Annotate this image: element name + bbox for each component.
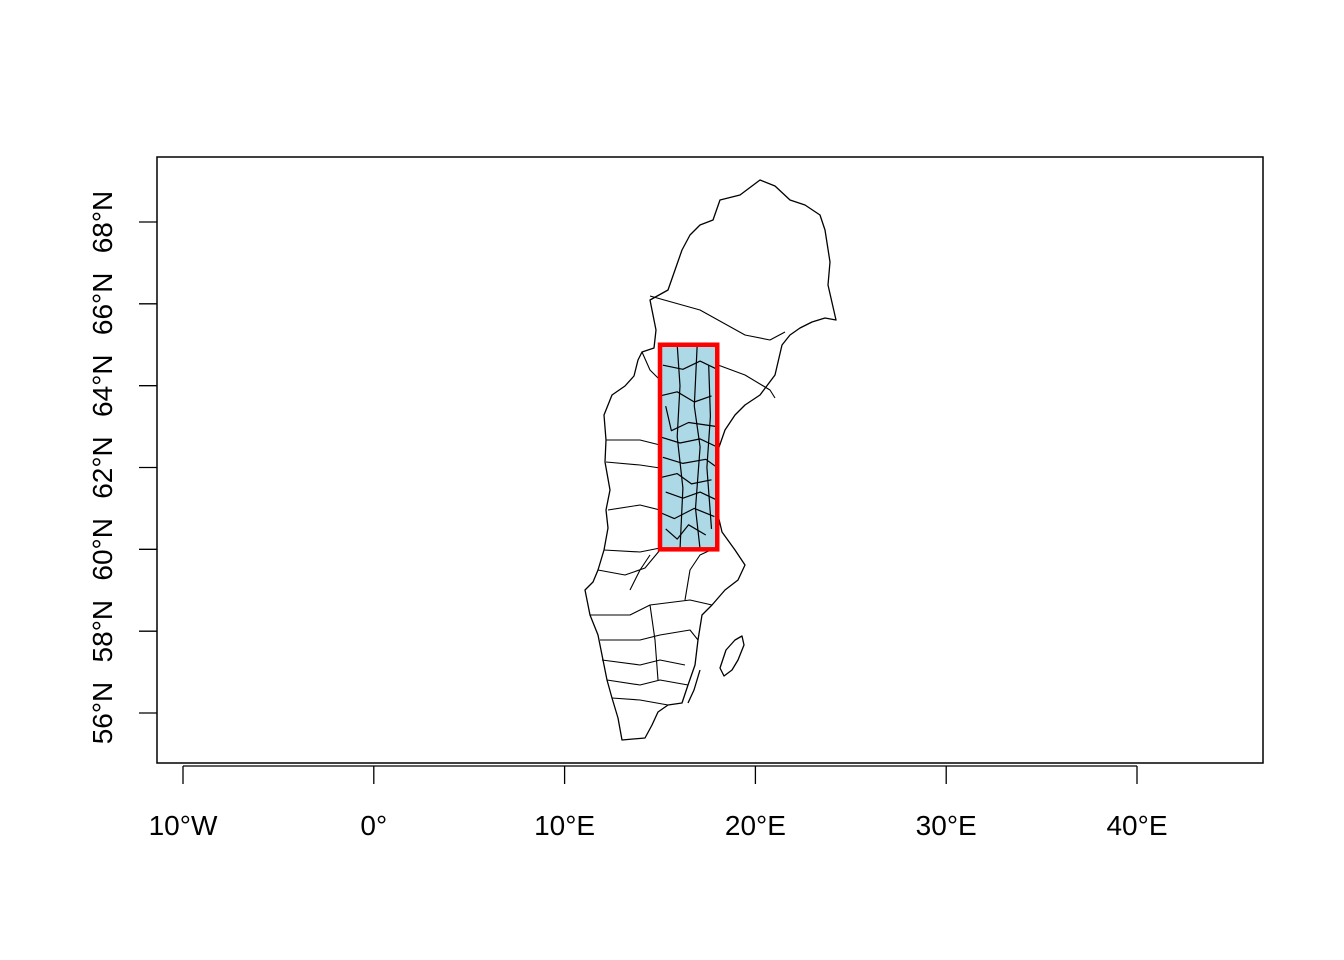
x-tick-label: 10°E (534, 810, 595, 841)
x-tick-label: 20°E (725, 810, 786, 841)
y-tick-label: 56°N (87, 682, 118, 745)
y-tick-label: 64°N (87, 354, 118, 417)
y-tick-label: 60°N (87, 518, 118, 581)
country-outline (584, 179, 837, 741)
sweden-map (584, 179, 837, 741)
oland-outline (687, 669, 701, 704)
y-tick-label: 58°N (87, 600, 118, 663)
plot-frame (156, 156, 1264, 764)
municipality-boundary (659, 391, 712, 403)
y-axis: 56°N 58°N 60°N 62°N 64°N 66°N 68°N (87, 191, 157, 745)
x-tick-label: 10°W (149, 810, 218, 841)
x-tick-label: 30°E (916, 810, 977, 841)
highlight-region (657, 342, 720, 552)
municipality-boundary (706, 365, 713, 529)
x-tick-label: 40°E (1106, 810, 1167, 841)
y-tick-label: 68°N (87, 191, 118, 254)
municipality-boundary (693, 344, 701, 550)
municipality-boundary (662, 456, 718, 468)
x-axis: 10°W 0° 10°E 20°E 30°E 40°E (149, 765, 1168, 841)
municipality-boundary (662, 360, 718, 370)
municipality-boundary (665, 405, 718, 432)
y-tick-label: 62°N (87, 436, 118, 499)
gotland-outline (719, 635, 745, 677)
county-boundaries (590, 295, 786, 706)
bounding-box (657, 342, 720, 552)
municipality-boundary (665, 524, 707, 540)
x-tick-label: 0° (360, 810, 387, 841)
y-tick-label: 66°N (87, 273, 118, 336)
municipality-boundary (659, 473, 712, 485)
municipality-boundary (676, 344, 684, 550)
municipality-boundary (659, 507, 715, 520)
